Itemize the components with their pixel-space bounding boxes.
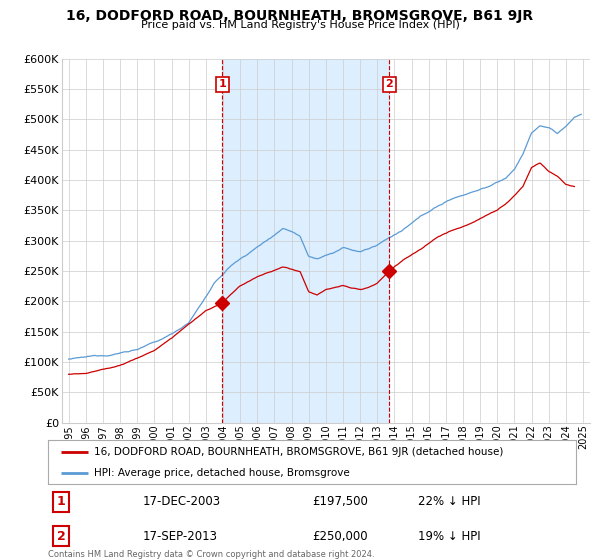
Text: Price paid vs. HM Land Registry's House Price Index (HPI): Price paid vs. HM Land Registry's House …: [140, 20, 460, 30]
Text: 2: 2: [386, 80, 393, 89]
Text: 19% ↓ HPI: 19% ↓ HPI: [418, 530, 480, 543]
Text: 22% ↓ HPI: 22% ↓ HPI: [418, 495, 480, 508]
Text: 1: 1: [57, 495, 65, 508]
Text: 17-SEP-2013: 17-SEP-2013: [143, 530, 218, 543]
Text: 16, DODFORD ROAD, BOURNHEATH, BROMSGROVE, B61 9JR: 16, DODFORD ROAD, BOURNHEATH, BROMSGROVE…: [67, 9, 533, 23]
Text: £250,000: £250,000: [312, 530, 368, 543]
Text: Contains HM Land Registry data © Crown copyright and database right 2024.
This d: Contains HM Land Registry data © Crown c…: [48, 550, 374, 560]
Text: 2: 2: [57, 530, 65, 543]
Text: 17-DEC-2003: 17-DEC-2003: [143, 495, 221, 508]
Text: 16, DODFORD ROAD, BOURNHEATH, BROMSGROVE, B61 9JR (detached house): 16, DODFORD ROAD, BOURNHEATH, BROMSGROVE…: [94, 447, 504, 457]
Text: HPI: Average price, detached house, Bromsgrove: HPI: Average price, detached house, Brom…: [94, 468, 350, 478]
Bar: [222, 59, 389, 423]
Text: 1: 1: [218, 80, 226, 89]
Text: £197,500: £197,500: [312, 495, 368, 508]
